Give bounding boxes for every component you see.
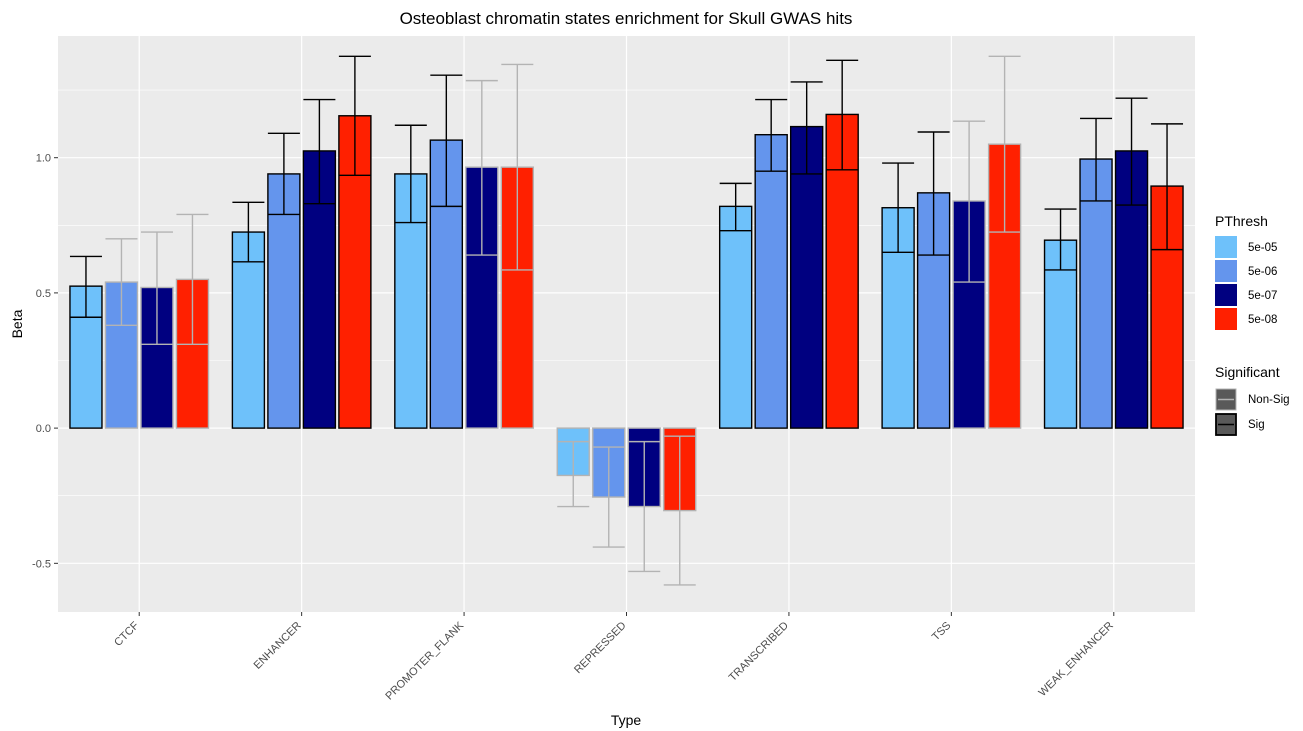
x-tick-label: ENHANCER: [252, 620, 304, 672]
bar: [754, 134, 788, 429]
error-bar: [338, 55, 371, 176]
bar: [718, 205, 753, 429]
y-tick-label: -0.5: [32, 558, 51, 570]
legend-label: 5e-06: [1248, 266, 1277, 278]
error-bar: [953, 120, 986, 283]
error-bar: [1080, 117, 1113, 202]
error-bar: [501, 63, 534, 271]
legend-title-pthresh: PThresh: [1215, 213, 1268, 229]
chart-title: Osteoblast chromatin states enrichment f…: [400, 9, 853, 28]
bar: [1079, 158, 1113, 429]
error-bar: [465, 79, 498, 256]
error-bar: [1115, 97, 1148, 206]
legend-label: 5e-05: [1248, 242, 1277, 254]
error-bar: [232, 201, 265, 263]
error-bar: [1044, 208, 1077, 271]
error-bar: [430, 74, 463, 208]
error-bars: [69, 55, 1184, 586]
error-bar: [988, 55, 1021, 233]
x-axis: CTCF ENHANCER PROMOTER_FLANK REPRESSED TRANS…: [112, 612, 1116, 702]
legend-swatch: [1215, 284, 1237, 306]
legend-swatch: [1215, 260, 1237, 282]
bar: [1043, 239, 1078, 429]
bar: [789, 125, 824, 429]
error-bar: [628, 440, 661, 573]
x-tick-label: TSS: [930, 620, 954, 644]
legend-title-significant: Significant: [1215, 364, 1280, 380]
error-bar: [557, 440, 590, 508]
y-axis-title: Beta: [9, 309, 25, 338]
x-axis-title: Type: [611, 712, 642, 728]
x-tick-label: TRANSCRIBED: [727, 620, 791, 684]
error-bar: [140, 231, 173, 345]
error-bar: [69, 255, 102, 318]
grid-lines: [58, 36, 1195, 612]
x-tick-label: CTCF: [112, 619, 141, 648]
legend-label: Non-Sig: [1248, 394, 1290, 406]
x-tick-label: REPRESSED: [572, 620, 629, 677]
error-bar: [755, 98, 788, 172]
y-axis: -0.5 0.0 0.5 1.0: [32, 153, 58, 570]
legend-label: 5e-07: [1248, 290, 1277, 302]
error-bar: [719, 182, 752, 232]
error-bar: [882, 162, 915, 254]
legend-label: 5e-08: [1248, 314, 1277, 326]
error-bar: [917, 131, 950, 256]
error-bar: [176, 213, 209, 345]
legend-label: Sig: [1248, 419, 1265, 431]
error-bar: [303, 98, 336, 205]
x-tick-label: PROMOTER_FLANK: [383, 619, 466, 702]
error-bar: [105, 238, 138, 327]
legend: PThresh 5e-05 5e-06 5e-07 5e-08 Significant No…: [1215, 213, 1290, 436]
legend-swatch: [1215, 308, 1237, 330]
error-bar: [663, 435, 696, 586]
error-bar: [790, 81, 823, 175]
error-bar: [826, 59, 859, 171]
error-bar: [1151, 123, 1184, 251]
y-tick-label: 1.0: [36, 153, 51, 165]
x-tick-label: WEAK_ENHANCER: [1037, 620, 1116, 699]
legend-swatch: [1215, 236, 1237, 258]
error-bar: [267, 132, 300, 216]
y-tick-label: 0.5: [36, 288, 51, 300]
error-bar: [592, 446, 625, 548]
y-tick-label: 0.0: [36, 423, 51, 435]
error-bar: [394, 124, 427, 224]
bar: [267, 173, 301, 429]
